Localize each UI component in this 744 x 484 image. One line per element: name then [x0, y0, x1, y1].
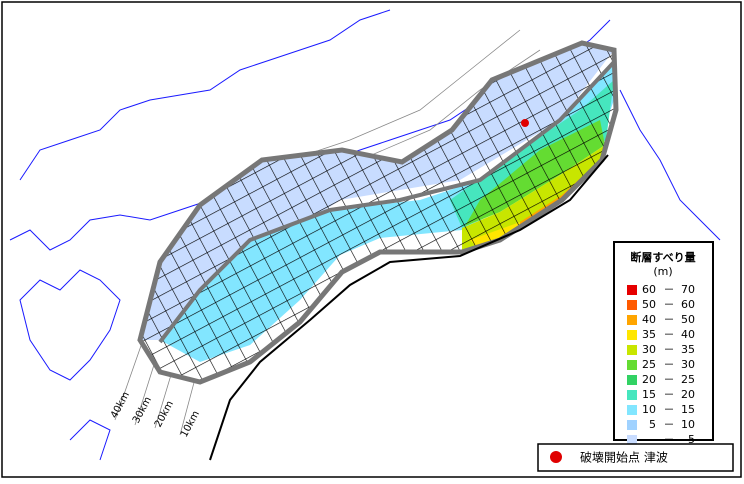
legend-separator: － [664, 373, 675, 386]
legend-max: 60 [681, 298, 695, 311]
legend-swatch [627, 405, 637, 415]
legend-max: 30 [681, 358, 695, 371]
legend-swatch [627, 375, 637, 385]
legend-max: 70 [681, 283, 695, 296]
legend-swatch [627, 285, 637, 295]
legend-separator: － [664, 403, 675, 416]
legend-separator: － [664, 313, 675, 326]
marker-legend-symbol [550, 451, 562, 463]
fault-inner-outline [158, 60, 616, 344]
legend-min: 25 [642, 358, 656, 371]
legend-separator: － [664, 298, 675, 311]
legend-max: 35 [681, 343, 695, 356]
legend-swatch [627, 420, 637, 430]
legend-max: 25 [681, 373, 695, 386]
legend-swatch [627, 390, 637, 400]
legend-separator: － [664, 418, 675, 431]
legend-separator: － [664, 283, 675, 296]
legend-min: 20 [642, 373, 656, 386]
legend-items: 60 － 70 50 － 60 40 － 50 35 － 40 30 － 35 25 － 30 20 － 25 15 － 20… [627, 283, 695, 446]
legend-swatch [627, 360, 637, 370]
legend-min: 60 [642, 283, 656, 296]
marker-legend-box [537, 443, 734, 472]
legend-separator: － [664, 433, 675, 446]
rupture-start-point [521, 119, 529, 127]
legend-min: 30 [642, 343, 656, 356]
legend-min: 35 [642, 328, 656, 341]
legend-title: 断層すべり量 [630, 250, 695, 264]
legend-separator: － [664, 358, 675, 371]
legend-swatch [627, 435, 637, 445]
legend-swatch [627, 300, 637, 310]
legend-min: 40 [642, 313, 656, 326]
legend-unit: (m) [653, 265, 672, 278]
marker-legend-label: 破壊開始点 津波 [580, 450, 668, 465]
legend-min: 10 [642, 403, 656, 416]
legend-max: 15 [681, 403, 695, 416]
legend-max: 20 [681, 388, 695, 401]
legend-max: 5 [688, 433, 695, 446]
legend-swatch [627, 345, 637, 355]
legend-min: 5 [649, 418, 656, 431]
legend-min: 50 [642, 298, 656, 311]
legend-max: 50 [681, 313, 695, 326]
legend-max: 40 [681, 328, 695, 341]
fault-outline [137, 40, 619, 385]
legend-min: 15 [642, 388, 656, 401]
legend-swatch [627, 330, 637, 340]
legend-separator: － [664, 328, 675, 341]
legend-swatch [627, 315, 637, 325]
legend-separator: － [664, 388, 675, 401]
legend-separator: － [664, 343, 675, 356]
legend-max: 10 [681, 418, 695, 431]
trough-line [209, 154, 609, 461]
